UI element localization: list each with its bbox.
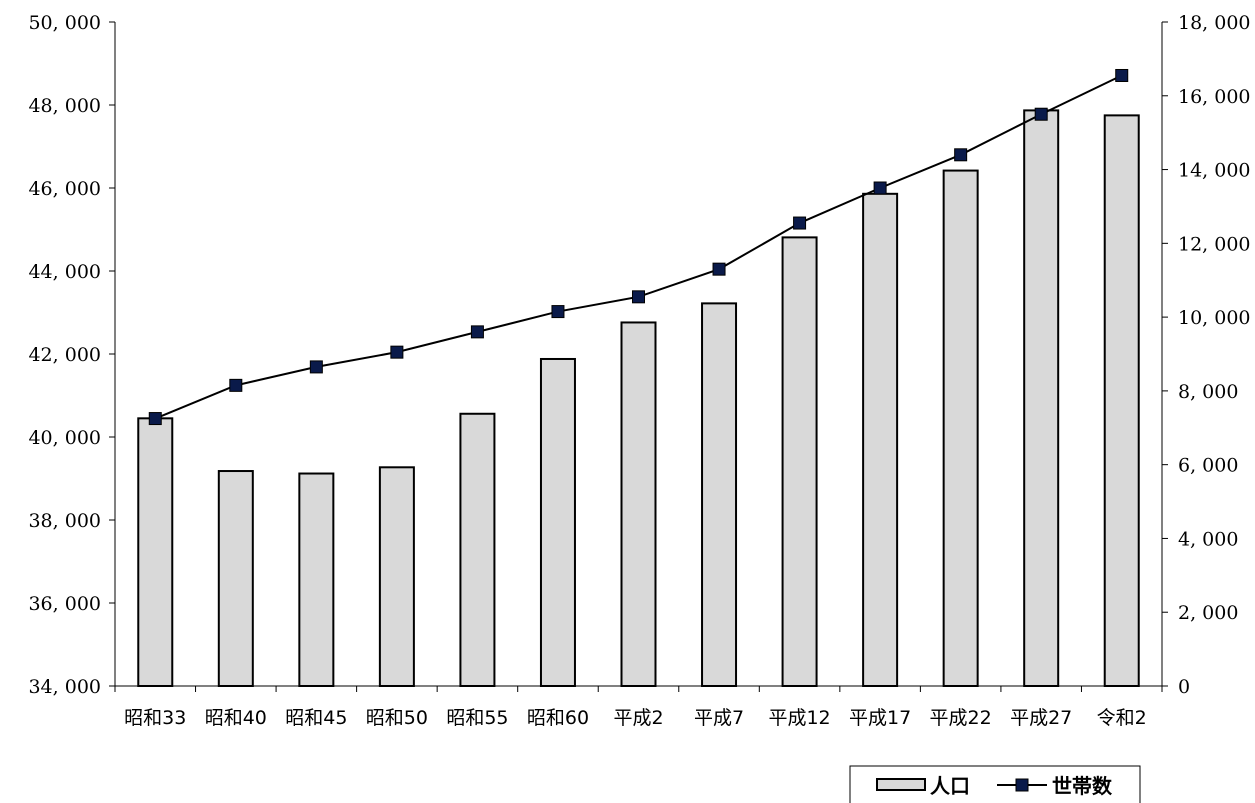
legend-households-label: 世帯数: [1052, 774, 1113, 798]
category-label: 昭和50: [366, 707, 428, 729]
households-marker: [1034, 107, 1048, 121]
left-tick-label: 46, 000: [28, 178, 101, 200]
population-bar: [298, 472, 335, 687]
population-bar: [1023, 109, 1060, 687]
households-marker: [390, 345, 404, 359]
right-tick-label: 18, 000: [1178, 12, 1251, 34]
population-bar: [620, 321, 657, 687]
left-tick-label: 42, 000: [28, 344, 101, 366]
population-bars: [137, 109, 1140, 688]
category-label: 令和2: [1097, 707, 1147, 729]
right-tick-label: 2, 000: [1178, 602, 1238, 624]
category-label: 昭和40: [205, 707, 267, 729]
households-marker: [470, 325, 484, 339]
category-label: 平成2: [613, 707, 663, 729]
households-line: [148, 68, 1129, 426]
households-marker: [309, 360, 323, 374]
right-tick-label: 0: [1178, 676, 1190, 698]
households-marker: [148, 412, 162, 426]
category-labels: 昭和33 昭和40 昭和45 昭和50 昭和55 昭和60 平成2 平成7 平成12 平成17 平成…: [124, 707, 1147, 729]
left-tick-label: 34, 000: [28, 676, 101, 698]
households-marker: [1115, 68, 1129, 82]
population-bar: [1103, 114, 1140, 687]
right-tick-label: 14, 000: [1178, 160, 1251, 182]
category-label: 昭和33: [124, 707, 186, 729]
households-marker: [712, 262, 726, 276]
households-marker: [229, 378, 243, 392]
left-tick-label: 40, 000: [28, 427, 101, 449]
legend: 人口 世帯数: [849, 765, 1141, 803]
left-tick-label: 38, 000: [28, 510, 101, 532]
population-bar: [862, 192, 899, 687]
category-label: 平成12: [768, 707, 830, 729]
left-tick-label: 44, 000: [28, 261, 101, 283]
right-tick-label: 8, 000: [1178, 381, 1238, 403]
legend-population-label: 人口: [930, 774, 970, 798]
left-tick-label: 36, 000: [28, 593, 101, 615]
population-bar: [137, 417, 174, 687]
population-bar: [942, 169, 979, 687]
population-bar: [378, 466, 415, 688]
category-label: 平成22: [930, 707, 992, 729]
population-bar: [781, 236, 818, 687]
population-bar: [539, 357, 576, 687]
households-marker: [873, 181, 887, 195]
category-label: 昭和60: [527, 707, 589, 729]
left-tick-label: 48, 000: [28, 95, 101, 117]
category-label: 昭和55: [446, 707, 508, 729]
population-bar: [459, 412, 496, 687]
population-bar: [217, 470, 254, 687]
households-marker: [632, 290, 645, 304]
legend-households-marker: [1015, 778, 1029, 792]
population-bar: [701, 302, 738, 687]
chart-axes: 34, 000 36, 000 38, 000 40, 000 42, 000 44, 0…: [28, 12, 1250, 698]
category-label: 平成17: [849, 707, 911, 729]
right-tick-label: 12, 000: [1178, 233, 1251, 255]
legend-population-swatch: [876, 778, 926, 791]
right-tick-label: 16, 000: [1178, 86, 1251, 108]
category-label: 平成27: [1010, 707, 1072, 729]
right-tick-label: 4, 000: [1178, 528, 1238, 550]
right-tick-label: 6, 000: [1178, 455, 1238, 477]
households-marker: [954, 148, 968, 162]
households-marker: [551, 305, 565, 319]
category-label: 昭和45: [285, 707, 347, 729]
category-label: 平成7: [694, 707, 744, 729]
right-tick-label: 10, 000: [1178, 307, 1251, 329]
households-marker: [793, 216, 807, 230]
left-tick-label: 50, 000: [28, 12, 101, 34]
